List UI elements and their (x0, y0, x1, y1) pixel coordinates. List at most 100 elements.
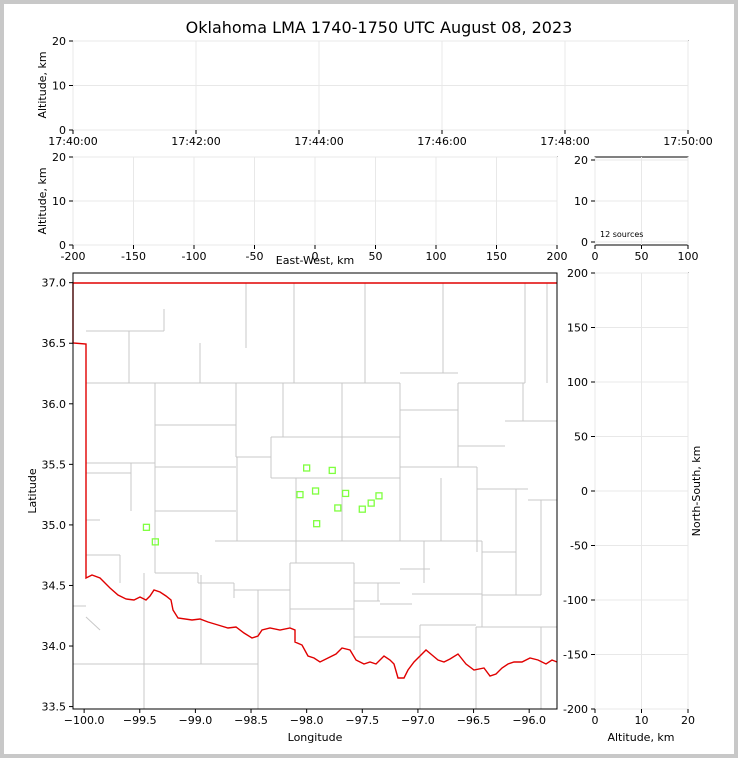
altitude-north-south-grid (594, 272, 689, 710)
alt-ns-x-tick-label: 20 (681, 714, 695, 727)
lightning-source-marker (358, 505, 366, 513)
alt-ns-y-tick-label: 100 (567, 376, 588, 389)
longitude-tick-label: −97.0 (401, 714, 435, 727)
time-altitude-y-tick-label: 0 (59, 124, 66, 137)
east-west-x-tick-label: -100 (182, 250, 207, 263)
altitude-north-south-xticks: 0 10 20 (592, 709, 695, 727)
east-west-altitude-ylabel: Altitude, km (36, 167, 49, 234)
east-west-altitude-yticks: 0 10 20 (52, 151, 73, 252)
lightning-source-marker (303, 464, 311, 472)
county-boundary (85, 616, 101, 631)
longitude-tick-label: −99.0 (179, 714, 213, 727)
altitude-north-south-ylabel: North-South, km (690, 446, 703, 537)
plan-view-panel: −100.0 −99.5 −99.0 −98.5 −98.0 −97.5 −97.0 −96.… (26, 272, 558, 744)
county-lines (73, 283, 557, 709)
east-west-x-tick-label: -50 (246, 250, 264, 263)
latitude-tick-label: 37.0 (42, 277, 67, 290)
lightning-source-marker (311, 487, 320, 495)
altitude-histogram-panel: 0 50 100 0 10 20 12 sources (574, 154, 699, 263)
longitude-tick-label: −96.0 (512, 714, 546, 727)
histogram-x-tick-label: 100 (678, 250, 699, 263)
time-altitude-ylabel: Altitude, km (36, 51, 49, 118)
time-altitude-x-tick-label: 17:46:00 (417, 135, 466, 148)
plan-view-background (73, 273, 557, 709)
alt-ns-x-tick-label: 0 (592, 714, 599, 727)
histogram-y-tick-label: 20 (574, 154, 588, 167)
east-west-x-tick-label: 100 (426, 250, 447, 263)
alt-ns-y-tick-label: 200 (567, 267, 588, 280)
time-altitude-grid (72, 40, 689, 131)
alt-ns-y-tick-label: 150 (567, 322, 588, 335)
latitude-tick-label: 35.0 (42, 519, 67, 532)
alt-ns-x-tick-label: 10 (635, 714, 649, 727)
lightning-source-marker (313, 520, 321, 528)
latitude-tick-label: 34.5 (42, 579, 67, 592)
latitude-tick-label: 33.5 (42, 701, 67, 714)
altitude-north-south-xlabel: Altitude, km (607, 731, 674, 744)
altitude-histogram-xticks: 0 50 100 (592, 245, 699, 263)
longitude-tick-label: −98.5 (234, 714, 268, 727)
lightning-source-marker (142, 523, 151, 531)
alt-ns-y-tick-label: -150 (563, 649, 588, 662)
time-altitude-y-tick-label: 20 (52, 35, 66, 48)
lightning-source-marker (151, 538, 159, 546)
plan-view-xlabel: Longitude (288, 731, 343, 744)
lightning-source-marker (334, 504, 342, 512)
longitude-tick-label: −96.5 (457, 714, 491, 727)
lightning-source-marker (375, 492, 383, 500)
east-west-altitude-panel: -200 -150 -100 -50 0 50 100 150 200 0 10 20 Altitu… (36, 151, 568, 267)
histogram-x-tick-label: 50 (635, 250, 649, 263)
east-west-x-tick-label: 50 (369, 250, 383, 263)
lightning-source-marker (367, 499, 375, 507)
latitude-tick-label: 36.5 (42, 337, 67, 350)
east-west-x-tick-label: -200 (61, 250, 86, 263)
time-altitude-xticks: 17:40:00 17:42:00 17:44:00 17:46:00 17:48:00… (48, 130, 713, 148)
east-west-x-tick-label: 200 (547, 250, 568, 263)
altitude-histogram-yticks: 0 10 20 (574, 154, 595, 249)
lightning-source-marker (328, 466, 336, 475)
east-west-x-tick-label: 150 (486, 250, 507, 263)
time-altitude-x-tick-label: 17:48:00 (540, 135, 589, 148)
longitude-tick-label: −99.5 (123, 714, 157, 727)
east-west-y-tick-label: 0 (59, 239, 66, 252)
alt-ns-y-tick-label: -200 (563, 703, 588, 716)
altitude-histogram-grid (594, 157, 689, 245)
lightning-source-marker (296, 490, 304, 499)
histogram-y-tick-label: 0 (581, 236, 588, 249)
time-altitude-y-tick-label: 10 (52, 80, 66, 93)
east-west-altitude-xticks: -200 -150 -100 -50 0 50 100 150 200 (61, 245, 568, 263)
east-west-y-tick-label: 20 (52, 151, 66, 164)
plan-view-xticks: −100.0 −99.5 −99.0 −98.5 −98.0 −97.5 −97.0 −96.… (64, 709, 546, 727)
east-west-y-tick-label: 10 (52, 195, 66, 208)
plan-view-yticks: 33.5 34.0 34.5 35.0 35.5 36.0 36.5 37.0 (42, 277, 73, 714)
time-altitude-panel: 17:40:00 17:42:00 17:44:00 17:46:00 17:48:00… (36, 35, 713, 148)
latitude-tick-label: 35.5 (42, 458, 67, 471)
lightning-source-marker (341, 489, 350, 498)
longitude-tick-label: −97.5 (345, 714, 379, 727)
east-west-altitude-xlabel: East-West, km (276, 254, 354, 267)
time-altitude-x-tick-label: 17:50:00 (663, 135, 712, 148)
source-count-annotation: 12 sources (600, 230, 643, 239)
lightning-sources (142, 464, 383, 546)
longitude-tick-label: −100.0 (64, 714, 105, 727)
altitude-north-south-panel: 0 10 20 -200 -150 -100 -50 0 50 100 150 200 North-… (563, 267, 703, 744)
alt-ns-y-tick-label: 50 (574, 431, 588, 444)
alt-ns-y-tick-label: 0 (581, 485, 588, 498)
longitude-tick-label: −98.0 (290, 714, 324, 727)
page-title: Oklahoma LMA 1740-1750 UTC August 08, 20… (185, 18, 573, 37)
alt-ns-y-tick-label: -50 (570, 540, 588, 553)
time-altitude-x-tick-label: 17:42:00 (171, 135, 220, 148)
oklahoma-state-border (72, 282, 558, 679)
time-altitude-yticks: 0 10 20 (52, 35, 73, 137)
histogram-x-tick-label: 0 (592, 250, 599, 263)
plan-view-ylabel: Latitude (26, 468, 39, 514)
histogram-y-tick-label: 10 (574, 195, 588, 208)
latitude-tick-label: 34.0 (42, 640, 67, 653)
time-altitude-x-tick-label: 17:40:00 (48, 135, 97, 148)
east-west-x-tick-label: 0 (312, 250, 319, 263)
time-altitude-x-tick-label: 17:44:00 (294, 135, 343, 148)
east-west-x-tick-label: -150 (121, 250, 146, 263)
plan-view-axes (72, 272, 558, 710)
latitude-tick-label: 36.0 (42, 398, 67, 411)
